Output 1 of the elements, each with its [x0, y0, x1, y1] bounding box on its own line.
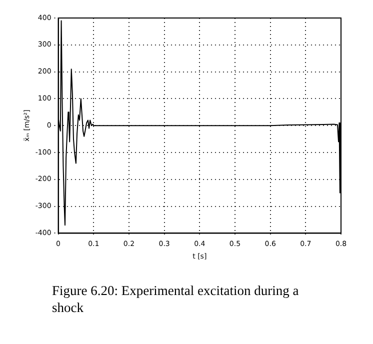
caption: Figure 6.20: Experimental excitation during a shock	[52, 282, 300, 316]
